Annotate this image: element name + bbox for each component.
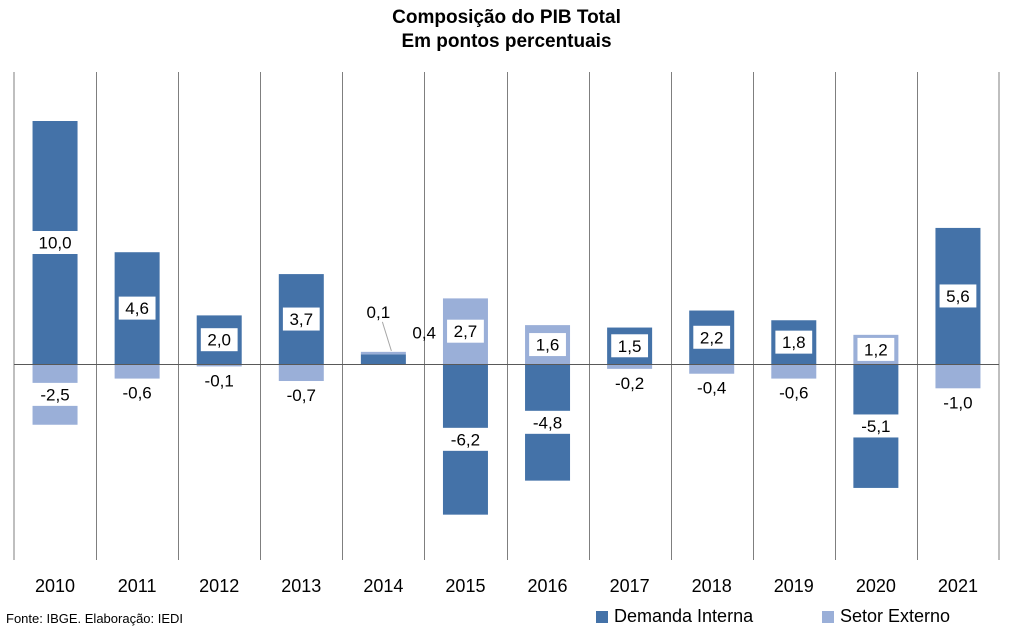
data-label-setor-externo-2018: -0,4 (697, 379, 726, 398)
legend-item-setor-externo: Setor Externo (822, 606, 950, 627)
x-tick-label: 2021 (938, 576, 978, 596)
bar-setor-externo-2011 (114, 364, 160, 379)
bar-setor-externo-2012 (196, 364, 242, 367)
x-tick-label: 2018 (692, 576, 732, 596)
source-note: Fonte: IBGE. Elaboração: IEDI (6, 611, 184, 626)
data-label-setor-externo-2016: 1,6 (536, 336, 560, 355)
data-label-setor-externo-2021: -1,0 (943, 393, 972, 412)
legend-label-demanda-interna: Demanda Interna (614, 606, 754, 626)
data-label-demanda-interna-2019: 1,8 (782, 333, 806, 352)
data-label-setor-externo-2016-box (529, 333, 566, 357)
x-tick-label: 2013 (281, 576, 321, 596)
data-label-setor-externo-2017: -0,2 (615, 374, 644, 393)
data-label-demanda-interna-2021: 5,6 (946, 287, 970, 306)
data-label-setor-externo-2014: 0,1 (367, 303, 391, 322)
leader-line (381, 321, 392, 351)
title: Composição do PIB Total (392, 7, 621, 28)
data-label-demanda-interna-2016: -4,8 (533, 413, 562, 432)
x-tick-label: 2011 (118, 576, 157, 596)
x-tick-label: 2020 (856, 576, 896, 596)
data-label-demanda-interna-2018-box (693, 325, 731, 349)
chart-title: Composição do PIB Total Em pontos percen… (0, 6, 1013, 54)
bar-setor-externo-2019 (771, 364, 817, 379)
data-label-demanda-interna-2011: 4,6 (125, 299, 149, 318)
data-label-setor-externo-2015-box (447, 319, 484, 343)
data-label-demanda-interna-2017: 1,5 (618, 337, 642, 356)
data-label-demanda-interna-2015: -6,2 (451, 430, 480, 449)
x-tick-label: 2016 (528, 576, 568, 596)
legend-swatch-setor-externo (822, 611, 834, 623)
data-label-setor-externo-2011: -0,6 (122, 384, 151, 403)
legend-label-setor-externo: Setor Externo (840, 606, 951, 626)
bar-demanda-interna-2014 (360, 354, 406, 364)
data-label-demanda-interna-2019-box (775, 330, 813, 354)
data-label-demanda-interna-2020-box (852, 414, 900, 438)
data-label-demanda-interna-2021-box (939, 284, 977, 308)
data-label-demanda-interna-2017-box (611, 334, 649, 358)
data-label-setor-externo-2015: 2,7 (454, 322, 478, 341)
x-tick-label: 2015 (445, 576, 485, 596)
bar-setor-externo-2013 (278, 364, 324, 382)
x-tick-label: 2017 (610, 576, 650, 596)
data-label-setor-externo-2020: 1,2 (864, 340, 888, 359)
x-tick-label: 2010 (35, 576, 75, 596)
data-label-demanda-interna-2012-box (200, 328, 238, 352)
x-tick-label: 2019 (774, 576, 814, 596)
data-label-demanda-interna-2013: 3,7 (289, 310, 313, 329)
data-label-demanda-interna-2011-box (118, 296, 156, 320)
data-label-setor-externo-2013: -0,7 (287, 386, 316, 405)
bar-setor-externo-2017 (607, 364, 653, 369)
data-label-setor-externo-2010: -2,5 (40, 385, 69, 404)
data-label-setor-externo-2010-box (31, 382, 79, 406)
data-label-demanda-interna-2015-box (442, 427, 489, 451)
legend-item-demanda-interna: Demanda Interna (596, 606, 753, 627)
data-label-setor-externo-2019: -0,6 (779, 384, 808, 403)
data-label-demanda-interna-2020: -5,1 (861, 417, 890, 436)
legend-swatch-demanda-interna (596, 611, 608, 623)
data-label-demanda-interna-2018: 2,2 (700, 328, 724, 347)
data-label-demanda-interna-2014: 0,4 (412, 323, 436, 342)
data-label-demanda-interna-2010: 10,0 (38, 234, 71, 253)
data-label-demanda-interna-2016-box (524, 410, 571, 434)
data-label-setor-externo-2020-box (857, 337, 895, 361)
data-label-demanda-interna-2012: 2,0 (207, 331, 231, 350)
data-label-demanda-interna-2010-box (31, 231, 79, 254)
data-label-demanda-interna-2013-box (282, 307, 320, 331)
bar-setor-externo-2014 (360, 351, 406, 355)
data-label-setor-externo-2012: -0,1 (205, 371, 234, 390)
subtitle: Em pontos percentuais (401, 31, 612, 52)
x-tick-label: 2014 (363, 576, 403, 596)
x-tick-label: 2012 (199, 576, 239, 596)
bar-setor-externo-2021 (935, 364, 981, 389)
bar-setor-externo-2018 (689, 364, 735, 374)
